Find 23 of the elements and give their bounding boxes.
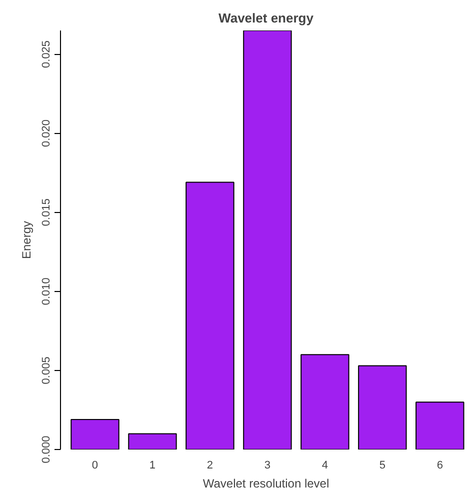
- y-tick-label: 0.010: [40, 278, 52, 306]
- x-tick-label: 2: [206, 460, 214, 472]
- y-axis-title: Energy: [20, 220, 34, 260]
- x-tick-label: 1: [149, 460, 156, 472]
- y-tick-label: 0.000: [40, 436, 52, 464]
- bar: [243, 30, 292, 450]
- chart-title: Wavelet energy: [218, 10, 314, 26]
- x-tick-label: 6: [436, 460, 443, 472]
- y-tick-label: 0.020: [40, 120, 52, 148]
- bar: [416, 402, 464, 450]
- x-axis-title: Wavelet resolution level: [202, 476, 330, 490]
- bar: [128, 433, 177, 450]
- y-tick-label: 0.005: [40, 356, 52, 384]
- bar: [70, 418, 120, 450]
- y-tick-label: 0.015: [40, 198, 52, 226]
- bar: [186, 182, 234, 450]
- x-tick-label: 0: [92, 460, 98, 472]
- bar: [300, 354, 350, 450]
- x-tick-label: 4: [322, 460, 328, 472]
- bar: [358, 365, 407, 450]
- x-tick-label: 3: [264, 460, 271, 472]
- x-tick-label: 5: [379, 460, 386, 472]
- y-tick-label: 0.025: [40, 40, 52, 68]
